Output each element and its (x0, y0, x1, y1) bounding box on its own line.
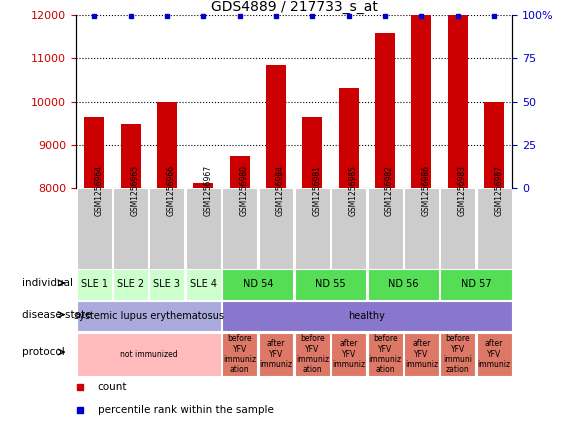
Text: SLE 4: SLE 4 (190, 280, 217, 289)
Text: after
YFV
immuniz: after YFV immuniz (260, 339, 293, 369)
Text: disease state: disease state (22, 310, 91, 320)
Text: GSM1256964: GSM1256964 (94, 165, 103, 216)
Bar (157, 102, 177, 188)
Bar (440, 269, 512, 300)
Bar (113, 188, 148, 269)
Text: GSM1256965: GSM1256965 (131, 165, 140, 216)
Title: GDS4889 / 217733_s_at: GDS4889 / 217733_s_at (211, 0, 378, 14)
Bar (186, 188, 221, 269)
Bar (477, 333, 512, 376)
Bar (440, 188, 475, 269)
Bar (295, 333, 330, 376)
Text: GSM1256981: GSM1256981 (312, 165, 321, 216)
Bar (368, 333, 403, 376)
Bar (448, 15, 468, 188)
Text: SLE 1: SLE 1 (81, 280, 108, 289)
Bar (375, 33, 395, 188)
Text: after
YFV
immuniz: after YFV immuniz (332, 339, 365, 369)
Bar (149, 188, 184, 269)
Text: GSM1256984: GSM1256984 (276, 165, 285, 216)
Bar (77, 269, 111, 300)
Text: GSM1256982: GSM1256982 (385, 165, 394, 216)
Text: not immunized: not immunized (120, 350, 177, 359)
Bar (113, 269, 148, 300)
Bar (477, 188, 512, 269)
Bar (77, 333, 221, 376)
Bar (440, 333, 475, 376)
Text: individual: individual (22, 278, 73, 288)
Bar (295, 269, 366, 300)
Bar (149, 269, 184, 300)
Bar (331, 333, 366, 376)
Text: ND 56: ND 56 (388, 280, 418, 289)
Text: GSM1256966: GSM1256966 (167, 165, 176, 216)
Text: GSM1256967: GSM1256967 (203, 165, 212, 216)
Bar (222, 333, 257, 376)
Bar (77, 188, 111, 269)
Bar (230, 156, 249, 188)
Text: GSM1256986: GSM1256986 (422, 165, 431, 216)
Text: after
YFV
immuniz: after YFV immuniz (405, 339, 438, 369)
Text: before
YFV
immuniz
ation: before YFV immuniz ation (296, 334, 329, 374)
Text: after
YFV
immuniz: after YFV immuniz (477, 339, 511, 369)
Text: GSM1256987: GSM1256987 (494, 165, 503, 216)
Text: systemic lupus erythematosus: systemic lupus erythematosus (74, 311, 224, 321)
Bar (77, 301, 221, 332)
Bar (222, 269, 293, 300)
Text: count: count (98, 382, 127, 392)
Bar (186, 269, 221, 300)
Bar (295, 188, 330, 269)
Text: GSM1256985: GSM1256985 (348, 165, 358, 216)
Text: SLE 3: SLE 3 (153, 280, 180, 289)
Bar (193, 183, 213, 188)
Text: ND 55: ND 55 (315, 280, 346, 289)
Text: GSM1256983: GSM1256983 (458, 165, 467, 216)
Text: before
YFV
immuni
zation: before YFV immuni zation (443, 334, 472, 374)
Text: healthy: healthy (348, 311, 385, 321)
Bar (84, 117, 104, 188)
Text: before
YFV
immuniz
ation: before YFV immuniz ation (223, 334, 256, 374)
Bar (368, 269, 439, 300)
Text: percentile rank within the sample: percentile rank within the sample (98, 405, 274, 415)
Bar (368, 188, 403, 269)
Bar (331, 188, 366, 269)
Bar (258, 333, 293, 376)
Bar (339, 88, 359, 188)
Text: ND 54: ND 54 (243, 280, 273, 289)
Bar (222, 188, 257, 269)
Text: before
YFV
immuniz
ation: before YFV immuniz ation (369, 334, 401, 374)
Text: protocol: protocol (22, 347, 65, 357)
Bar (404, 333, 439, 376)
Text: ND 57: ND 57 (461, 280, 491, 289)
Bar (266, 65, 286, 188)
Bar (412, 15, 431, 188)
Bar (484, 102, 504, 188)
Bar (120, 124, 141, 188)
Bar (258, 188, 293, 269)
Bar (302, 117, 323, 188)
Text: SLE 2: SLE 2 (117, 280, 144, 289)
Bar (404, 188, 439, 269)
Text: GSM1256980: GSM1256980 (240, 165, 249, 216)
Bar (222, 301, 512, 332)
